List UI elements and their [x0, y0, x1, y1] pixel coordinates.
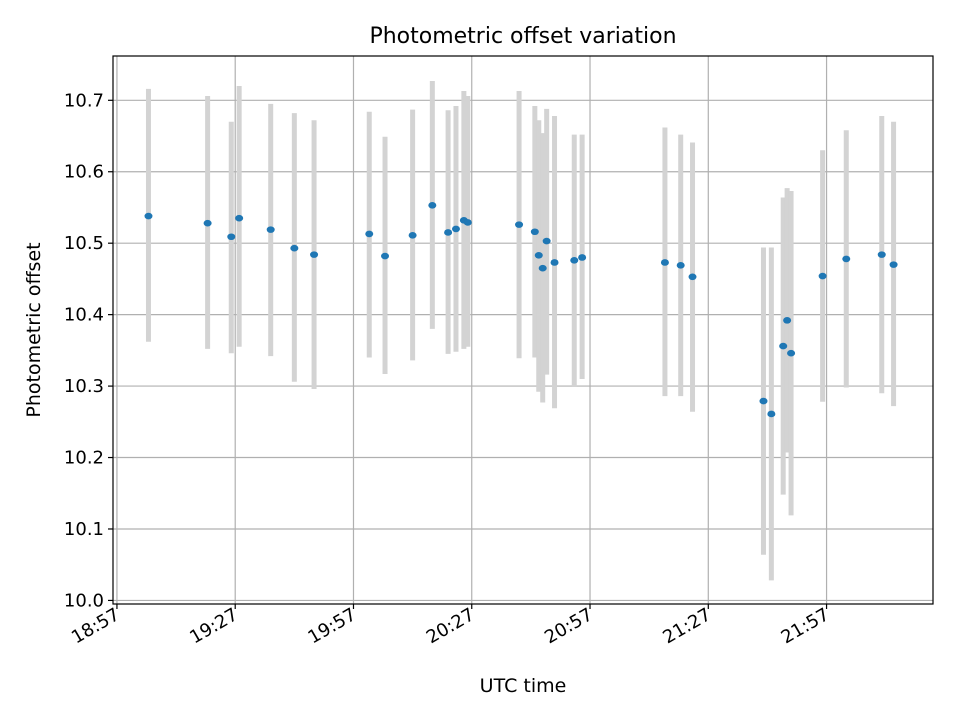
data-point [530, 228, 539, 236]
data-point [779, 342, 788, 350]
y-tick-label: 10.3 [64, 376, 104, 397]
data-point [534, 252, 543, 259]
data-point [444, 229, 453, 236]
data-point [290, 244, 299, 252]
data-point [570, 257, 579, 264]
x-axis-label: UTC time [480, 675, 567, 697]
y-tick-label: 10.6 [64, 162, 104, 183]
data-point [266, 226, 275, 233]
data-point [688, 273, 697, 281]
y-tick-label: 10.0 [64, 590, 104, 611]
data-point [310, 251, 319, 258]
y-axis-label: Photometric offset [23, 242, 45, 417]
data-point [578, 254, 587, 261]
data-point [818, 272, 827, 280]
data-point [550, 259, 559, 266]
data-point [759, 397, 768, 405]
data-point [515, 221, 524, 228]
data-point [463, 219, 472, 226]
data-point [842, 255, 851, 263]
data-point [538, 264, 547, 272]
data-point [451, 225, 460, 233]
data-point [877, 251, 886, 258]
data-point [767, 410, 776, 418]
data-point [381, 252, 390, 260]
data-point [660, 259, 669, 266]
data-point [203, 219, 212, 227]
chart-title: Photometric offset variation [369, 24, 676, 49]
data-point [787, 349, 796, 357]
data-point [365, 230, 374, 238]
grid [113, 56, 933, 604]
plot-frame [112, 55, 934, 605]
data-point [227, 233, 236, 241]
data-points [144, 202, 898, 418]
data-point [144, 212, 153, 220]
data-point [235, 214, 244, 222]
y-tick-label: 10.1 [64, 519, 104, 540]
y-tick-label: 10.2 [64, 448, 104, 469]
data-point [542, 237, 551, 245]
data-point [783, 317, 792, 324]
y-axis-ticks: 10.0 10.1 10.2 10.3 10.4 10.5 10.6 10.7 [64, 90, 113, 611]
data-point [408, 232, 417, 239]
data-point [889, 261, 898, 268]
y-tick-label: 10.4 [64, 305, 104, 326]
y-tick-label: 10.7 [64, 90, 104, 111]
data-point [676, 262, 685, 269]
data-point [428, 202, 437, 209]
y-tick-label: 10.5 [64, 233, 104, 254]
